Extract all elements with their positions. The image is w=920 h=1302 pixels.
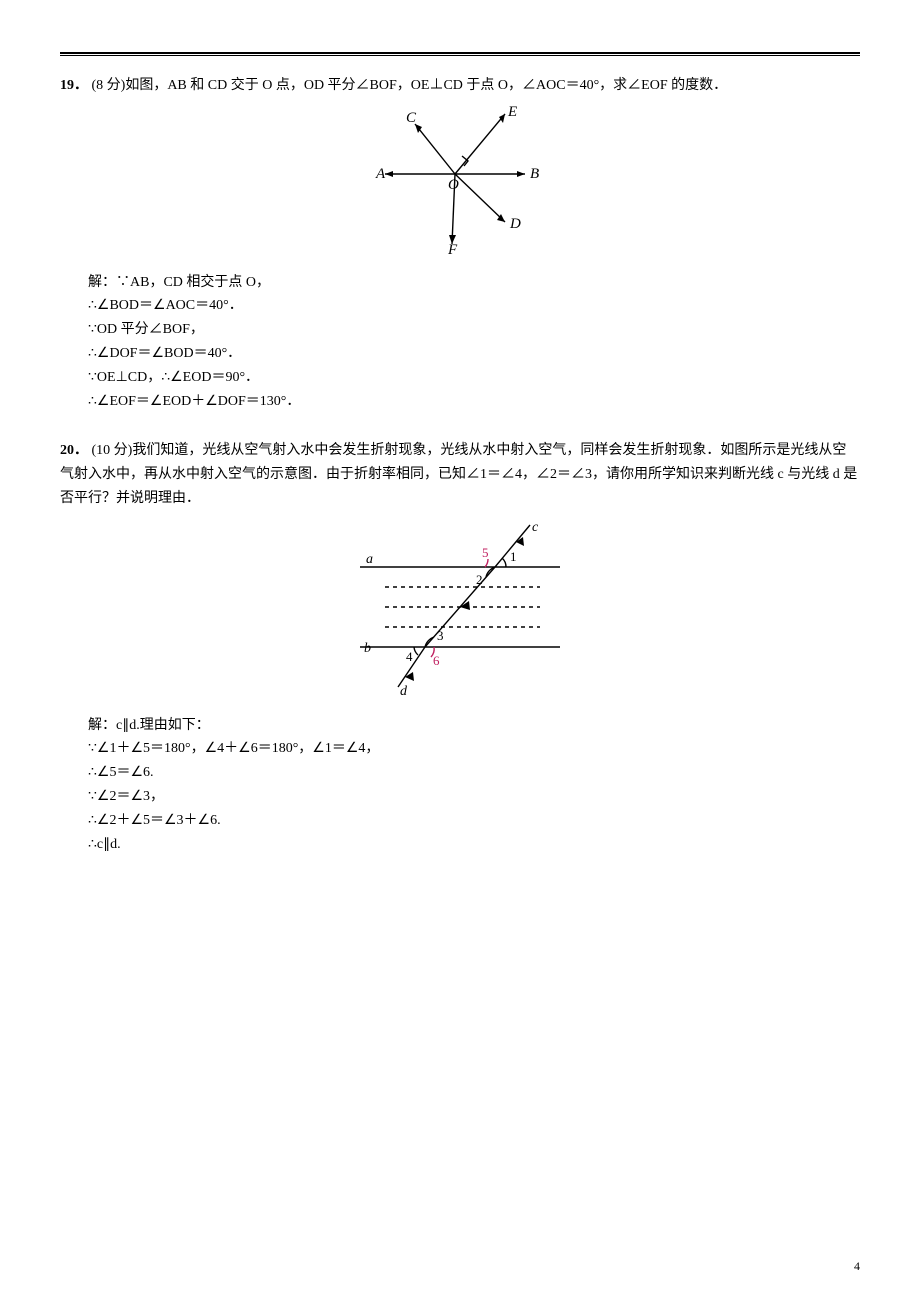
top-rule: [60, 52, 860, 54]
q19-label-A: A: [375, 166, 386, 182]
q19-sol-6: ∴∠EOF＝∠EOD＋∠DOF＝130°．: [88, 390, 860, 414]
q20-figure: a b c d 1 2 3 4 5 6: [60, 517, 860, 706]
q20-sol-4: ∵∠2＝∠3，: [88, 785, 860, 809]
page-number: 4: [854, 1259, 860, 1274]
q19-stem: (8 分)如图，AB 和 CD 交于 O 点，OD 平分∠BOF，OE⊥CD 于…: [92, 78, 728, 93]
q20-label-b: b: [364, 641, 371, 656]
q20-angle-6: 6: [433, 653, 440, 668]
q19-sol-1: 解：∵AB，CD 相交于点 O，: [88, 271, 860, 295]
q20-sol-2: ∵∠1＋∠5＝180°，∠4＋∠6＝180°，∠1＝∠4，: [88, 737, 860, 761]
q19-label-O: O: [448, 177, 459, 193]
q20-number: 20．: [60, 443, 88, 458]
q19-label-C: C: [406, 110, 417, 126]
q19-sol-4: ∴∠DOF＝∠BOD＝40°．: [88, 342, 860, 366]
q20-sol-3: ∴∠5＝∠6.: [88, 761, 860, 785]
q20-sol-5: ∴∠2＋∠5＝∠3＋∠6.: [88, 809, 860, 833]
q20-sol-6: ∴c∥d.: [88, 833, 860, 857]
q19-figure: A B C E D F O: [60, 104, 860, 263]
q20-svg: a b c d 1 2 3 4 5 6: [330, 517, 590, 697]
q20-angle-3: 3: [437, 628, 444, 643]
q19-label-D: D: [509, 216, 521, 232]
top-rule-thin: [60, 55, 860, 56]
q20-label-d: d: [400, 684, 408, 697]
q20-angle-4: 4: [406, 649, 413, 664]
q20-label-a: a: [366, 552, 373, 567]
q19-label-F: F: [447, 242, 458, 254]
q20-angle-5: 5: [482, 545, 489, 560]
q20-label-c: c: [532, 520, 539, 535]
q20-angle-2: 2: [476, 572, 483, 587]
q19-sol-3: ∵OD 平分∠BOF，: [88, 318, 860, 342]
q20-stem: (10 分)我们知道，光线从空气射入水中会发生折射现象，光线从水中射入空气，同样…: [60, 443, 857, 506]
q20-angle-1: 1: [510, 549, 517, 564]
problem-20: 20． (10 分)我们知道，光线从空气射入水中会发生折射现象，光线从水中射入空…: [60, 439, 860, 856]
q19-number: 19．: [60, 78, 88, 93]
q19-label-B: B: [530, 166, 539, 182]
problem-19: 19． (8 分)如图，AB 和 CD 交于 O 点，OD 平分∠BOF，OE⊥…: [60, 74, 860, 413]
q19-svg: A B C E D F O: [340, 104, 580, 254]
q19-label-E: E: [507, 104, 517, 120]
q19-sol-5: ∵OE⊥CD，∴∠EOD＝90°．: [88, 366, 860, 390]
q20-sol-1: 解：c∥d.理由如下：: [88, 714, 860, 738]
q19-sol-2: ∴∠BOD＝∠AOC＝40°．: [88, 294, 860, 318]
page: 19． (8 分)如图，AB 和 CD 交于 O 点，OD 平分∠BOF，OE⊥…: [0, 0, 920, 1302]
